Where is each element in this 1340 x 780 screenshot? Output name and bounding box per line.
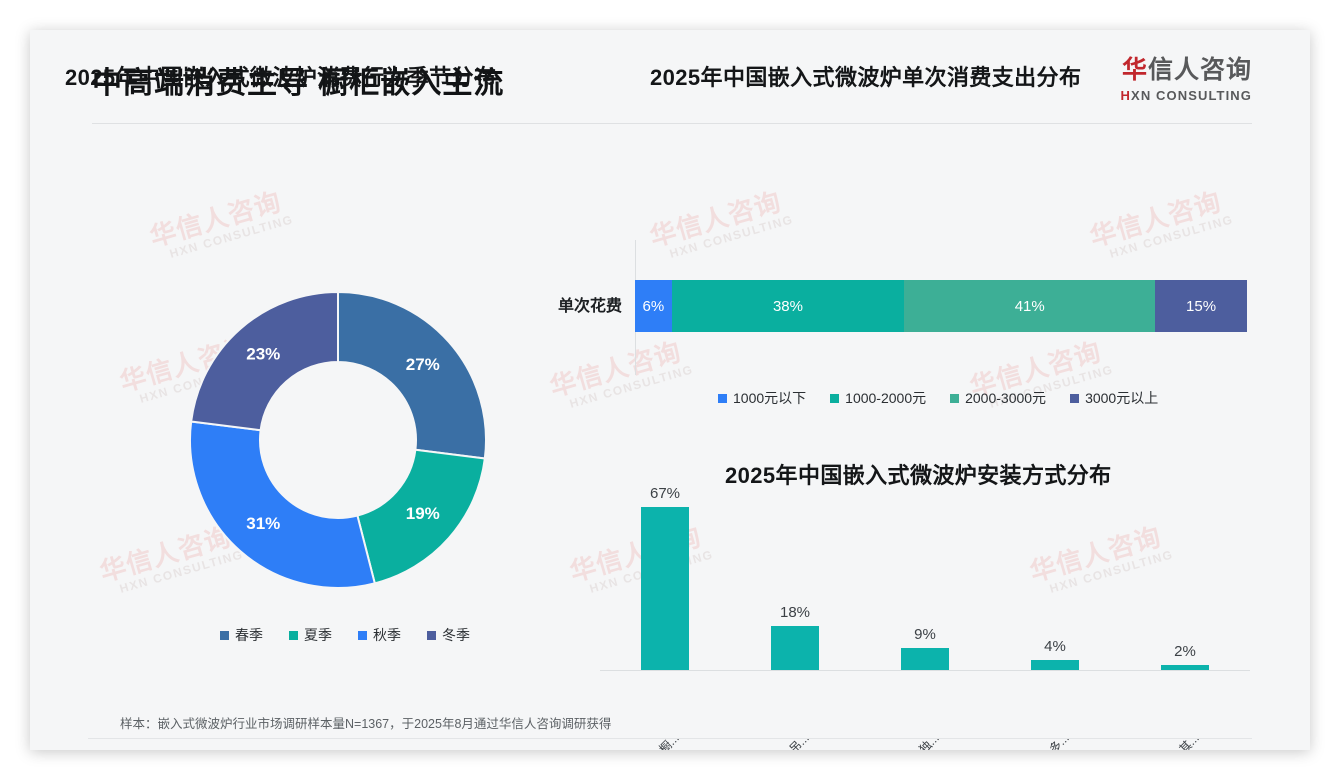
donut-slice-label: 23%: [246, 345, 280, 364]
legend-item[interactable]: 冬季: [427, 625, 470, 645]
legend-item[interactable]: 秋季: [358, 625, 401, 645]
legend-swatch-icon: [358, 630, 367, 640]
column-chart-title: 2025年中国嵌入式微波炉安装方式分布: [725, 463, 1112, 488]
donut-chart-legend: 春季 夏季 秋季 冬季: [220, 625, 470, 645]
legend-item[interactable]: 春季: [220, 625, 263, 645]
donut-slice[interactable]: [190, 290, 339, 432]
stacked-bar-row: 6% 38% 41% 15%: [635, 280, 1247, 332]
donut-slice[interactable]: [189, 420, 377, 589]
legend-label: 春季: [235, 627, 263, 643]
logo-cn-accent: 华: [1121, 56, 1148, 84]
legend-label: 夏季: [304, 627, 332, 643]
legend-swatch-icon: [950, 393, 960, 403]
footer-divider: [88, 738, 1252, 739]
legend-item[interactable]: 1000-2000元: [830, 388, 926, 408]
legend-swatch-icon: [289, 630, 298, 640]
stacked-bar-segment[interactable]: 15%: [1155, 280, 1247, 332]
donut-slice[interactable]: [337, 290, 487, 460]
legend-label: 3000元以上: [1085, 390, 1159, 406]
bar-column[interactable]: 18%: [730, 604, 860, 670]
legend-swatch-icon: [718, 393, 727, 403]
legend-label: 冬季: [442, 627, 470, 643]
stacked-bar-title: 2025年中国嵌入式微波炉单次消费支出分布: [650, 65, 1082, 90]
legend-item[interactable]: 1000元以下: [718, 388, 806, 408]
bar-value-label: 2%: [1174, 643, 1196, 661]
bar-rect[interactable]: [901, 648, 949, 670]
column-chart-panel: 67% 橱... 18% 吊... 9% 独... 4% 多... 2% 其...: [590, 430, 1270, 750]
legend-label: 1000元以下: [733, 390, 807, 406]
stacked-bar-segment[interactable]: 38%: [671, 280, 905, 332]
stacked-bar-category-label: 单次花费: [557, 298, 622, 315]
stacked-bar-segment[interactable]: 41%: [904, 280, 1156, 332]
logo-chinese-text: 华信人咨询: [1121, 58, 1252, 83]
slide-header: 中高端消费主导 橱柜嵌入主流 华信人咨询 HXN CONSULTING: [30, 30, 1310, 125]
legend-swatch-icon: [427, 630, 436, 640]
donut-slice[interactable]: [356, 448, 486, 585]
legend-item[interactable]: 3000元以上: [1070, 388, 1158, 408]
bar-rect[interactable]: [1031, 660, 1079, 670]
stacked-bar-segment-label: 38%: [772, 297, 803, 315]
stacked-bar-segment[interactable]: 6%: [635, 280, 672, 332]
stacked-bar-segment-label: 41%: [1014, 297, 1045, 315]
page-title: 中高端消费主导 橱柜嵌入主流: [92, 67, 505, 100]
header-divider: [92, 123, 1252, 124]
logo-en-accent: H: [1120, 88, 1132, 103]
stacked-bar-panel: 单次花费 6% 38% 41% 15% 1000元以下 1000-2000元 2000-3…: [558, 170, 1270, 425]
logo-english-text: HXN CONSULTING: [1121, 89, 1252, 102]
footer-copyright: ©2025.10 HXR华信人咨询: [88, 746, 235, 750]
bar-value-label: 4%: [1044, 638, 1066, 656]
source-footnote: 样本：嵌入式微波炉行业市场调研样本量N=1367，于2025年8月通过华信人咨询…: [120, 717, 612, 731]
bar-value-label: 18%: [779, 604, 811, 622]
legend-label: 2000-3000元: [965, 390, 1047, 406]
donut-chart-svg: 27% 19% 31% 23%: [189, 290, 487, 589]
column-chart-plot-area: 67% 橱... 18% 吊... 9% 独... 4% 多... 2% 其...: [600, 485, 1250, 750]
bar-rect[interactable]: [641, 507, 689, 670]
bar-column[interactable]: 9%: [860, 626, 990, 670]
legend-label: 1000-2000元: [845, 390, 927, 406]
company-logo: 华信人咨询 HXN CONSULTING: [1121, 58, 1252, 103]
stacked-bar-legend: 1000元以下 1000-2000元 2000-3000元 3000元以上: [718, 388, 1158, 408]
bar-rect[interactable]: [1161, 665, 1209, 670]
donut-chart-title: 2025年中国嵌入式微波炉消费行为季节分布: [65, 65, 497, 90]
donut-chart-panel: 27% 19% 31% 23% 春季 夏季 秋季 冬季: [70, 170, 650, 670]
footer-website: www.hxrcon.com: [1158, 746, 1252, 750]
bar-column[interactable]: 4%: [990, 638, 1120, 670]
legend-swatch-icon: [220, 630, 229, 640]
legend-swatch-icon: [1070, 393, 1080, 403]
donut-slice-label: 31%: [246, 514, 280, 533]
logo-cn-rest: 信人咨询: [1147, 56, 1252, 84]
bar-column[interactable]: 67%: [600, 485, 730, 670]
slide-footer: ©2025.10 HXR华信人咨询 www.hxrcon.com: [88, 746, 1252, 750]
bar-value-label: 67%: [649, 485, 681, 503]
stacked-bar-segment-label: 6%: [642, 297, 665, 315]
legend-item[interactable]: 夏季: [289, 625, 332, 645]
bar-column[interactable]: 2%: [1120, 643, 1250, 670]
bar-value-label: 9%: [914, 626, 936, 644]
donut-slice-label: 19%: [406, 504, 440, 523]
legend-label: 秋季: [373, 627, 401, 643]
legend-swatch-icon: [830, 393, 840, 403]
legend-item[interactable]: 2000-3000元: [950, 388, 1046, 408]
bar-rect[interactable]: [771, 626, 819, 670]
stacked-bar-segment-label: 15%: [1186, 297, 1217, 315]
slide-canvas: 华信人咨询 HXN CONSULTING 华信人咨询 HXN CONSULTIN…: [30, 30, 1310, 750]
column-chart-axis-line: [600, 670, 1250, 671]
donut-slice-label: 27%: [406, 355, 440, 374]
logo-en-rest: XN CONSULTING: [1131, 88, 1252, 103]
